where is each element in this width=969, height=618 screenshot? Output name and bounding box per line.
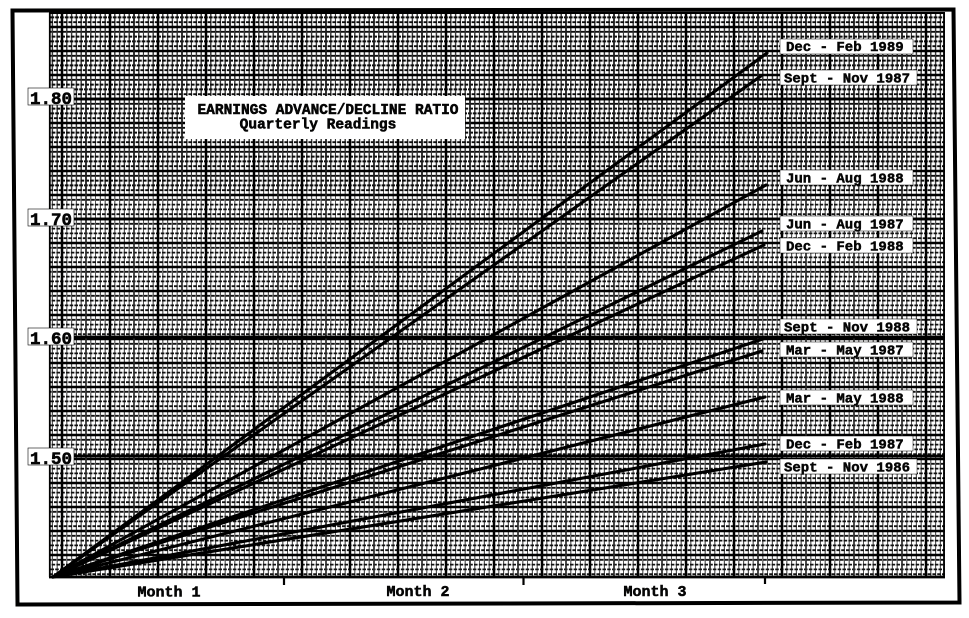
- svg-text:1.50: 1.50: [30, 450, 72, 470]
- svg-text:Mar - May 1988: Mar - May 1988: [786, 392, 904, 408]
- svg-text:Mar - May 1987: Mar - May 1987: [786, 344, 904, 360]
- svg-text:Jun - Aug 1987: Jun - Aug 1987: [786, 218, 904, 234]
- svg-text:Dec - Feb 1988: Dec - Feb 1988: [786, 240, 904, 256]
- svg-text:Sept - Nov 1986: Sept - Nov 1986: [784, 461, 910, 477]
- svg-text:Dec - Feb 1987: Dec - Feb 1987: [786, 438, 904, 454]
- svg-text:Month 1: Month 1: [137, 585, 200, 602]
- svg-text:Dec - Feb 1989: Dec - Feb 1989: [786, 40, 904, 56]
- svg-text:1.70: 1.70: [30, 211, 72, 231]
- svg-text:Sept - Nov 1988: Sept - Nov 1988: [784, 321, 910, 337]
- svg-text:Quarterly Readings: Quarterly Readings: [240, 118, 397, 134]
- svg-text:Month 2: Month 2: [386, 584, 449, 601]
- svg-text:Jun - Aug 1988: Jun - Aug 1988: [786, 172, 904, 188]
- svg-text:Sept - Nov 1987: Sept - Nov 1987: [784, 72, 910, 88]
- svg-text:EARNINGS ADVANCE/DECLINE RATIO: EARNINGS ADVANCE/DECLINE RATIO: [197, 103, 458, 119]
- svg-text:1.80: 1.80: [30, 90, 72, 110]
- svg-text:Month 3: Month 3: [623, 584, 686, 601]
- svg-text:1.60: 1.60: [30, 330, 72, 350]
